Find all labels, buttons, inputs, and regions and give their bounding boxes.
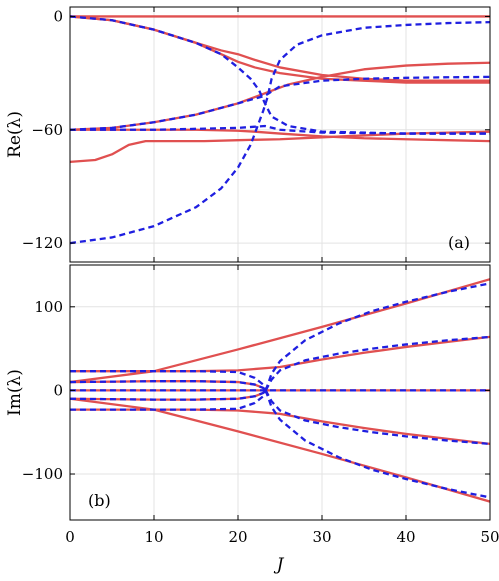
panel-b-xtick-label: 20 <box>228 528 247 546</box>
panel-a-ylabel: Re(λ) <box>5 111 25 158</box>
panel-a-series-1-solid <box>70 15 490 84</box>
panel-b-series-11-dashed <box>70 389 267 401</box>
panel-a-label: (a) <box>448 233 470 252</box>
panel-b-series-15-dashed <box>264 390 490 499</box>
panel-b: 0 10 20 30 40 50 100 0 −100 Im(λ) J (b) <box>5 264 499 575</box>
panel-a-ytick-label: −60 <box>31 121 63 139</box>
panel-a-series-5-solid <box>70 130 490 164</box>
panel-b-series-13-dashed <box>264 389 490 446</box>
panel-b-xtick-label: 40 <box>396 528 415 546</box>
panel-b-axes-frame <box>69 264 491 521</box>
panel-b-xtick-label: 0 <box>65 528 75 546</box>
panel-b-xtick-label: 50 <box>480 528 499 546</box>
panel-a-ytick-label: −120 <box>22 234 63 252</box>
panel-b-xlabel: J <box>274 555 285 575</box>
panel-b-series-9-dashed <box>70 389 267 411</box>
panel-a-series-7-dashed <box>70 20 490 245</box>
panel-b-ytick-label: 100 <box>34 298 63 316</box>
panel-a-series-8-dashed <box>70 75 490 131</box>
panel-b-ytick-label: −100 <box>22 465 63 483</box>
panel-b-xtick-label: 10 <box>144 528 163 546</box>
panel-a: 0 −60 −120 Re(λ) (a) <box>5 6 491 263</box>
panel-b-series-10-dashed <box>70 380 267 392</box>
panel-b-ylabel: Im(λ) <box>5 369 25 416</box>
panel-a-series-4-solid <box>70 128 490 143</box>
panel-b-series-6-solid <box>70 389 267 401</box>
panel-b-series-8-dashed <box>70 370 267 391</box>
panel-b-series-12-dashed <box>264 335 490 391</box>
panel-a-ytick-label: 0 <box>53 7 63 25</box>
panel-b-series-2-solid <box>70 397 490 503</box>
panel-b-series-5-solid <box>70 380 267 392</box>
panel-a-axes-frame <box>69 6 491 263</box>
panel-a-series-6-dashed <box>70 15 490 135</box>
panel-b-series-1-solid <box>70 278 490 384</box>
panel-a-series-9-dashed <box>70 124 490 135</box>
panel-b-ytick-label: 0 <box>53 381 63 399</box>
panel-b-series-14-dashed <box>264 282 490 391</box>
panel-b-label: (b) <box>88 491 111 510</box>
panel-b-xtick-label: 30 <box>312 528 331 546</box>
